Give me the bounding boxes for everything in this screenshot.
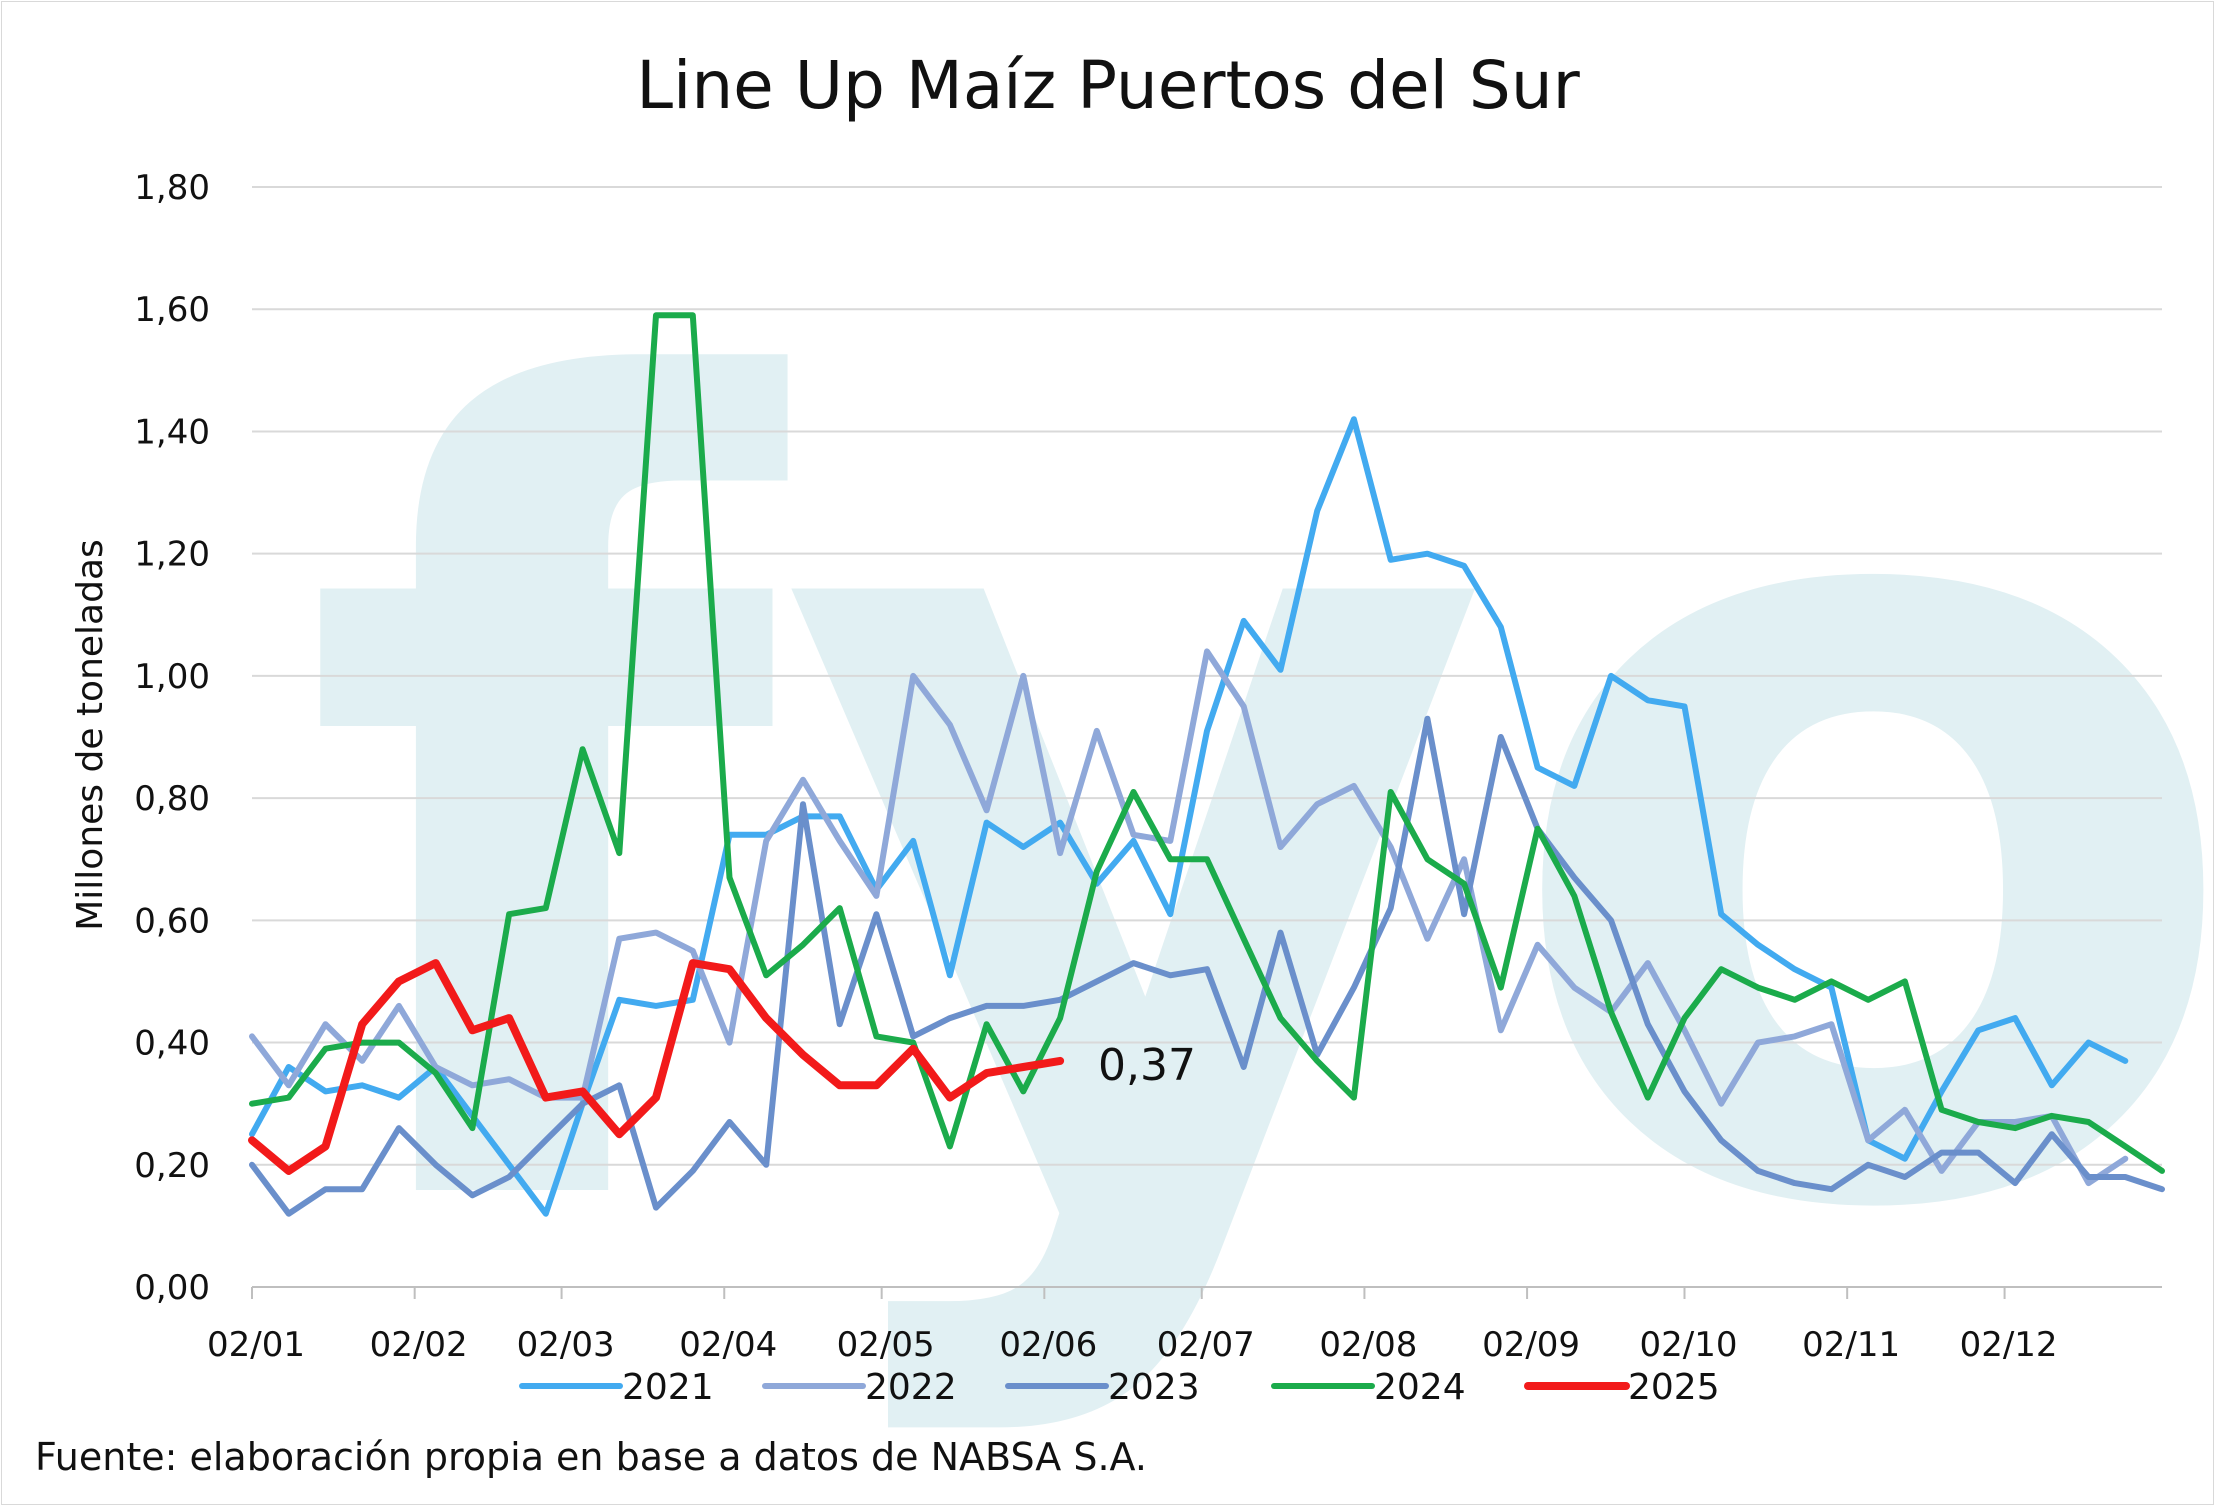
x-tick-label: 02/01: [207, 1325, 305, 1365]
x-tick-label: 02/10: [1640, 1325, 1738, 1365]
axes: 0,00 0,20 0,40 0,60 0,80 1,00 1,20 1,40 1,60 1,80…: [134, 168, 2162, 1365]
chart-title: Line Up Maíz Puertos del Sur: [636, 47, 1580, 124]
y-tick-label: 1,60: [134, 290, 210, 330]
legend-label-2022: 2022: [865, 1367, 957, 1408]
x-tick-label: 02/07: [1157, 1325, 1255, 1365]
x-tick-label: 02/08: [1319, 1325, 1417, 1365]
y-tick-label: 1,80: [134, 168, 210, 208]
watermark-text: fyo: [299, 170, 2217, 1450]
legend-label-2025: 2025: [1628, 1367, 1720, 1408]
legend-label-2023: 2023: [1108, 1367, 1200, 1408]
series-layer: [248, 312, 2165, 1217]
legend-label-2024: 2024: [1374, 1367, 1466, 1408]
x-tick-label: 02/02: [370, 1325, 468, 1365]
watermark-logo: fyo: [299, 170, 2217, 1450]
series-line-2023: [249, 715, 2165, 1217]
y-tick-label: 0,40: [134, 1024, 210, 1064]
y-tick-label: 1,40: [134, 412, 210, 452]
x-tick-label: 02/05: [837, 1325, 935, 1365]
source-note: Fuente: elaboración propia en base a dat…: [35, 1435, 1147, 1479]
series-line-2021: [249, 416, 2129, 1217]
x-tick-label: 02/09: [1482, 1325, 1580, 1365]
y-tick-label: 1,20: [134, 535, 210, 575]
x-tick-label: 02/03: [517, 1325, 615, 1365]
series-line-2025: [248, 959, 1065, 1175]
series-line-2024: [249, 312, 2165, 1174]
y-tick-label: 0,20: [134, 1146, 210, 1186]
y-tick-label: 0,80: [134, 779, 210, 819]
x-tick-label: 02/06: [999, 1325, 1097, 1365]
x-tick-label: 02/04: [679, 1325, 777, 1365]
y-tick-label: 0,00: [134, 1268, 210, 1308]
y-tick-label: 0,60: [134, 901, 210, 941]
end-value-label: 0,37: [1098, 1040, 1196, 1091]
y-tick-label: 1,00: [134, 657, 210, 697]
y-axis-label: Millones de toneladas: [70, 539, 111, 931]
x-tick-label: 02/12: [1960, 1325, 2058, 1365]
x-tick-label: 02/11: [1802, 1325, 1900, 1365]
legend-label-2021: 2021: [622, 1367, 714, 1408]
legend: 2021 2022 2023 2024 2025: [519, 1367, 1720, 1408]
